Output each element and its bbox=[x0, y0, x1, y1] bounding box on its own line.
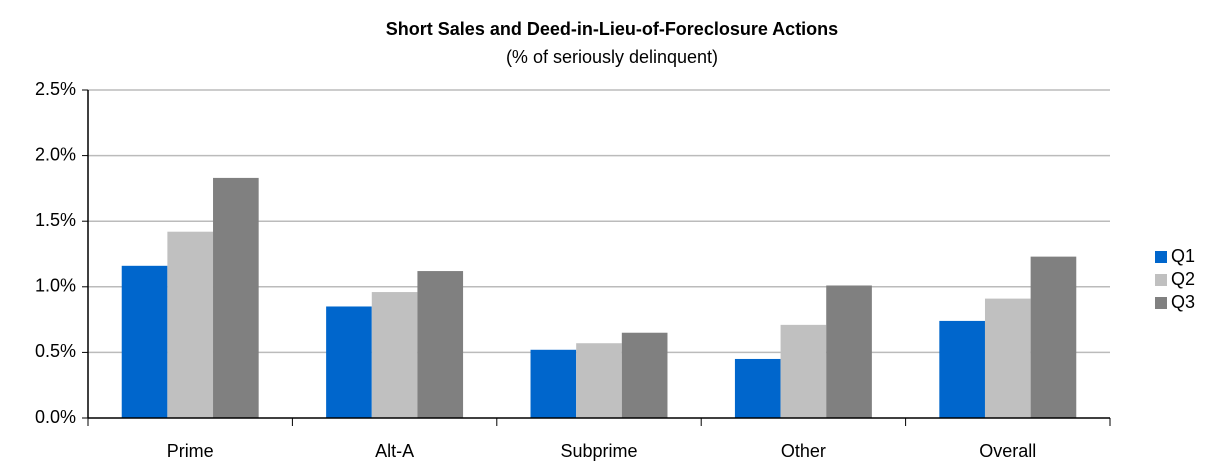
legend-label: Q3 bbox=[1171, 292, 1195, 312]
legend-swatch bbox=[1155, 251, 1167, 263]
y-tick-label: 0.0% bbox=[35, 407, 76, 427]
bar bbox=[734, 358, 781, 418]
legend-swatch bbox=[1155, 297, 1167, 309]
y-tick-label: 1.0% bbox=[35, 276, 76, 296]
bar bbox=[530, 349, 577, 418]
bar bbox=[121, 265, 168, 418]
x-tick-label: Prime bbox=[167, 441, 214, 461]
y-tick-label: 2.5% bbox=[35, 79, 76, 99]
bar bbox=[621, 332, 668, 418]
y-tick-label: 2.0% bbox=[35, 144, 76, 164]
bar bbox=[826, 285, 872, 418]
bar bbox=[984, 298, 1031, 418]
bar bbox=[326, 306, 372, 418]
legend-swatch bbox=[1155, 274, 1167, 286]
x-tick-label: Subprime bbox=[560, 441, 637, 461]
bar bbox=[780, 324, 827, 418]
x-tick-label: Overall bbox=[979, 441, 1036, 461]
bar bbox=[576, 343, 622, 418]
bar bbox=[167, 231, 214, 418]
legend-label: Q2 bbox=[1171, 269, 1195, 289]
bar bbox=[213, 177, 259, 418]
y-tick-label: 0.5% bbox=[35, 341, 76, 361]
x-tick-label: Alt-A bbox=[375, 441, 414, 461]
bar bbox=[1030, 256, 1077, 418]
x-tick-label: Other bbox=[781, 441, 826, 461]
legend-label: Q1 bbox=[1171, 246, 1195, 266]
bar bbox=[371, 292, 418, 418]
bar bbox=[417, 271, 464, 418]
chart-title: Short Sales and Deed-in-Lieu-of-Foreclos… bbox=[386, 19, 838, 39]
bar bbox=[939, 320, 985, 418]
chart-subtitle: (% of seriously delinquent) bbox=[506, 47, 718, 67]
y-tick-label: 1.5% bbox=[35, 210, 76, 230]
